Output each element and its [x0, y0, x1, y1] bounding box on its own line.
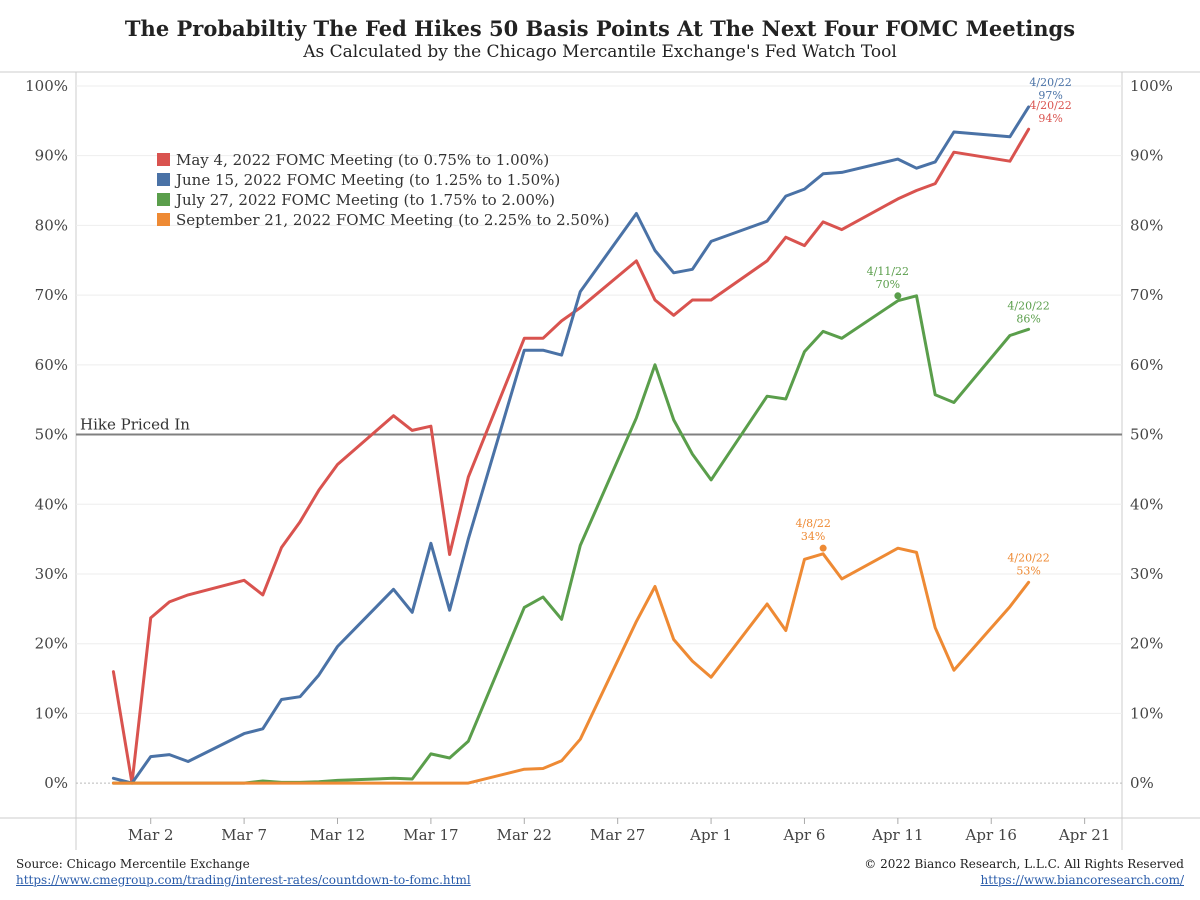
series-line-1 [111, 127, 1031, 785]
legend-swatch-4 [157, 213, 170, 226]
x-tick-label: Apr 21 [1058, 826, 1110, 844]
y-tick-label-right: 50% [1130, 426, 1163, 444]
y-tick-label-left: 50% [35, 426, 68, 444]
x-tick-label: Mar 7 [221, 826, 267, 844]
legend-swatch-1 [157, 153, 170, 166]
y-tick-label-left: 30% [35, 565, 68, 583]
x-tick-label: Apr 11 [871, 826, 923, 844]
annotation-point-3 [894, 292, 902, 300]
y-tick-label-left: 60% [35, 356, 68, 374]
x-tick-label: Mar 2 [128, 826, 174, 844]
hike-priced-in-label: Hike Priced In [80, 416, 190, 434]
chart-subtitle: As Calculated by the Chicago Mercantile … [303, 42, 897, 62]
y-tick-label-right: 10% [1130, 704, 1163, 722]
end-value-label-1: 94% [1038, 112, 1062, 125]
annotation-date-label: 4/8/22 [795, 517, 830, 530]
legend-swatch-2 [157, 173, 170, 186]
y-tick-label-right: 20% [1130, 635, 1163, 653]
legend-label-2: June 15, 2022 FOMC Meeting (to 1.25% to … [174, 171, 560, 189]
legend-label-1: May 4, 2022 FOMC Meeting (to 0.75% to 1.… [176, 151, 549, 169]
end-value-label-3: 86% [1016, 312, 1040, 325]
y-tick-label-right: 40% [1130, 495, 1163, 513]
y-tick-label-right: 30% [1130, 565, 1163, 583]
legend-label-3: July 27, 2022 FOMC Meeting (to 1.75% to … [174, 191, 555, 209]
end-date-label-2: 4/20/22 [1029, 76, 1071, 89]
y-tick-label-left: 80% [35, 216, 68, 234]
source-url[interactable]: https://www.cmegroup.com/trading/interes… [16, 873, 471, 887]
source-link[interactable]: https://www.cmegroup.com/trading/interes… [16, 873, 471, 887]
end-date-label-4: 4/20/22 [1007, 551, 1049, 564]
y-tick-label-right: 90% [1130, 147, 1163, 165]
y-tick-label-left: 10% [35, 704, 68, 722]
series-line-3 [111, 294, 1031, 785]
y-tick-label-left: 90% [35, 147, 68, 165]
y-tick-label-right: 70% [1130, 286, 1163, 304]
annotation-value-label: 34% [801, 530, 825, 543]
series-line-2 [111, 105, 1031, 785]
y-tick-label-left: 20% [35, 635, 68, 653]
y-tick-label-right: 0% [1130, 774, 1154, 792]
x-tick-label: Mar 17 [403, 826, 458, 844]
x-tick-label: Mar 27 [590, 826, 645, 844]
end-value-label-2: 97% [1038, 89, 1062, 102]
x-tick-label: Apr 6 [783, 826, 826, 844]
x-tick-label: Apr 1 [689, 826, 732, 844]
annotation-point-4 [819, 544, 827, 552]
x-tick-label: Mar 12 [310, 826, 365, 844]
y-tick-label-left: 40% [35, 495, 68, 513]
y-tick-label-left: 0% [44, 774, 68, 792]
end-value-label-4: 53% [1016, 564, 1040, 577]
x-tick-label: Apr 16 [965, 826, 1017, 844]
y-tick-label-left: 100% [25, 77, 68, 95]
chart-title: The Probabiltiy The Fed Hikes 50 Basis P… [124, 16, 1076, 41]
legend-label-4: September 21, 2022 FOMC Meeting (to 2.25… [176, 211, 610, 229]
annotation-value-label: 70% [876, 278, 900, 291]
copyright-text: © 2022 Bianco Research, L.L.C. All Right… [864, 857, 1184, 871]
y-tick-label-right: 80% [1130, 216, 1163, 234]
annotation-date-label: 4/11/22 [867, 265, 909, 278]
y-tick-label-right: 100% [1130, 77, 1173, 95]
site-url[interactable]: https://www.biancoresearch.com/ [980, 873, 1184, 887]
end-date-label-1: 4/20/22 [1029, 99, 1071, 112]
source-text: Source: Chicago Mercentile Exchange [16, 857, 250, 871]
legend-swatch-3 [157, 193, 170, 206]
y-tick-label-right: 60% [1130, 356, 1163, 374]
x-tick-label: Mar 22 [497, 826, 552, 844]
site-link[interactable]: https://www.biancoresearch.com/ [980, 873, 1184, 887]
end-date-label-3: 4/20/22 [1007, 299, 1049, 312]
series-line-4 [111, 546, 1031, 785]
y-tick-label-left: 70% [35, 286, 68, 304]
